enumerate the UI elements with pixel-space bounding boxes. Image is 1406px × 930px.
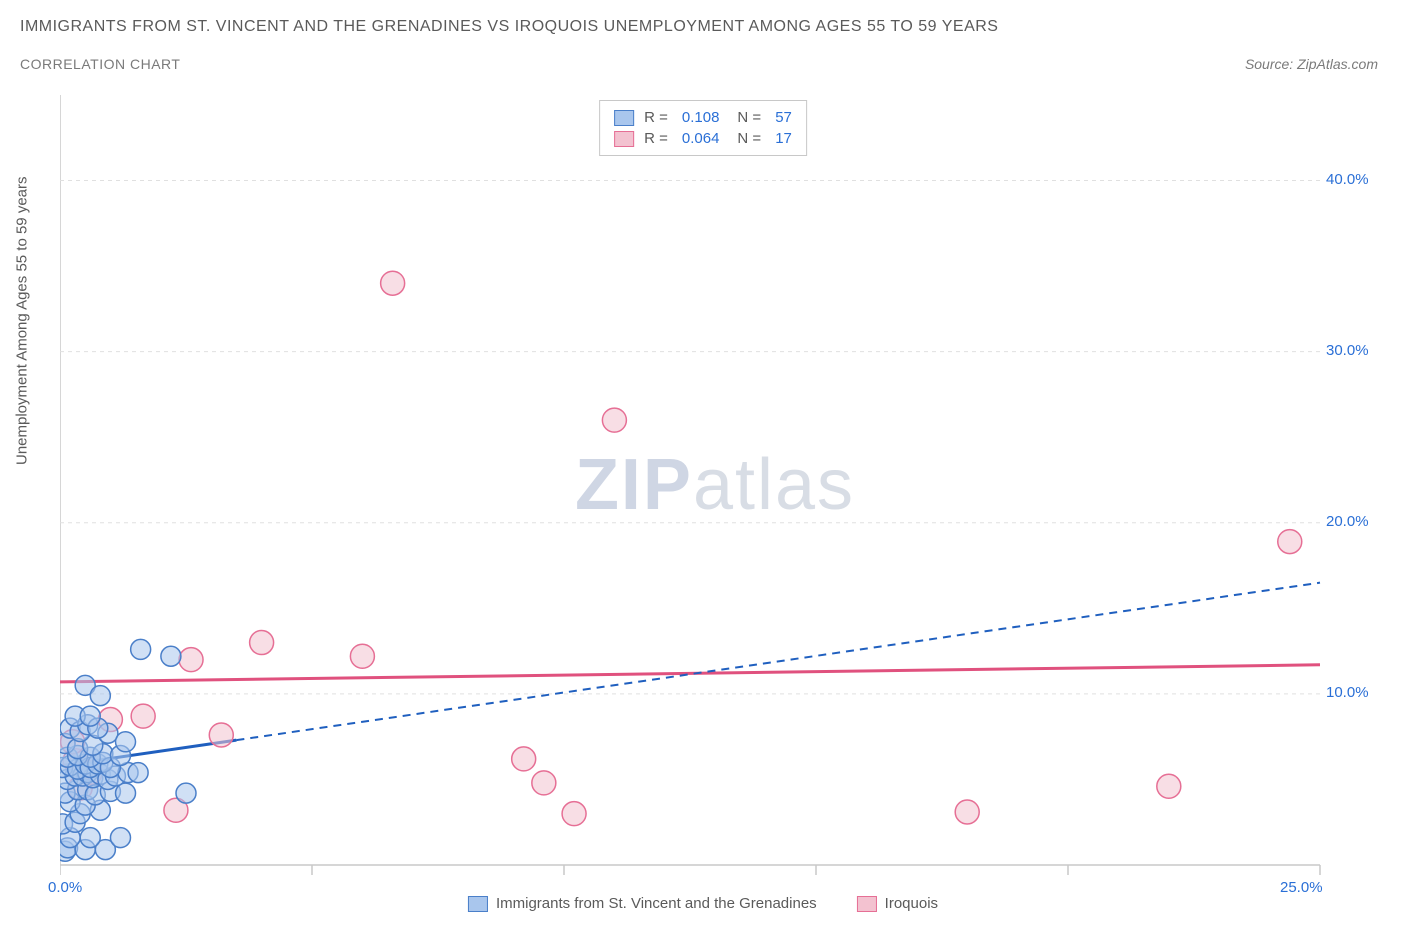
scatter-plot-svg: [60, 95, 1370, 875]
chart-container: IMMIGRANTS FROM ST. VINCENT AND THE GREN…: [0, 0, 1406, 930]
bottom-legend-label-1: Immigrants from St. Vincent and the Gren…: [496, 895, 817, 912]
y-tick-10: 10.0%: [1326, 684, 1369, 701]
x-tick-25: 25.0%: [1280, 879, 1323, 896]
y-axis-label: Unemployment Among Ages 55 to 59 years: [14, 176, 31, 465]
bottom-legend-swatch-2: [857, 896, 877, 912]
chart-title: IMMIGRANTS FROM ST. VINCENT AND THE GREN…: [20, 18, 998, 36]
legend-swatch-series1: [614, 110, 634, 126]
bottom-legend-label-2: Iroquois: [885, 895, 938, 912]
legend-row-series1: R = 0.108 N = 57: [614, 107, 792, 128]
legend-n-value-1: 57: [775, 109, 792, 126]
legend-r-label-1: R =: [644, 109, 668, 126]
legend-n-value-2: 17: [775, 130, 792, 147]
y-tick-30: 30.0%: [1326, 342, 1369, 359]
legend-row-series2: R = 0.064 N = 17: [614, 128, 792, 149]
chart-subtitle: CORRELATION CHART: [20, 56, 180, 72]
y-tick-20: 20.0%: [1326, 513, 1369, 530]
bottom-legend: Immigrants from St. Vincent and the Gren…: [468, 895, 938, 912]
legend-r-value-1: 0.108: [682, 109, 720, 126]
legend-r-value-2: 0.064: [682, 130, 720, 147]
plot-area: ZIPatlas: [60, 95, 1370, 875]
legend-n-label-1: N =: [737, 109, 761, 126]
x-tick-0: 0.0%: [48, 879, 82, 896]
bottom-legend-item-2: Iroquois: [857, 895, 938, 912]
legend-swatch-series2: [614, 131, 634, 147]
legend-r-label-2: R =: [644, 130, 668, 147]
bottom-legend-item-1: Immigrants from St. Vincent and the Gren…: [468, 895, 817, 912]
correlation-legend: R = 0.108 N = 57 R = 0.064 N = 17: [599, 100, 807, 156]
bottom-legend-swatch-1: [468, 896, 488, 912]
y-tick-40: 40.0%: [1326, 171, 1369, 188]
source-attribution: Source: ZipAtlas.com: [1245, 56, 1378, 72]
legend-n-label-2: N =: [737, 130, 761, 147]
